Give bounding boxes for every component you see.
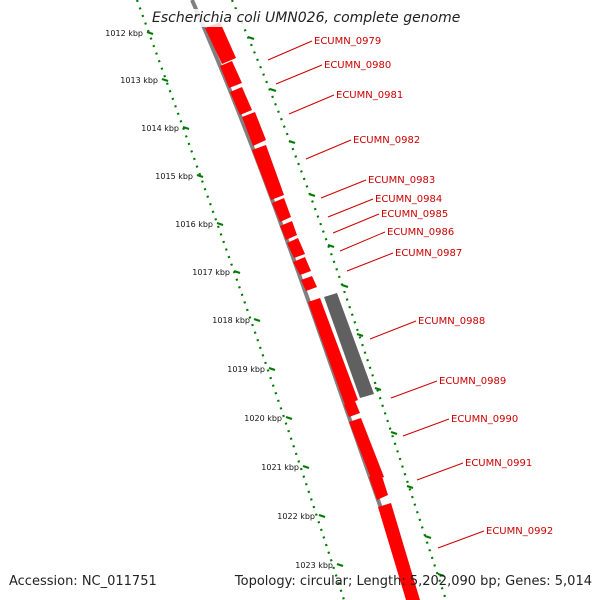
gene-block[interactable] (301, 276, 317, 291)
gene-block[interactable] (344, 401, 360, 417)
outer-major-tick (308, 192, 316, 198)
accession-text: Accession: NC_011751 (9, 574, 157, 589)
pseudo-gene-block[interactable] (324, 293, 374, 398)
gene-block[interactable] (230, 87, 252, 115)
leader-line (275, 64, 323, 85)
map-title: Escherichia coli UMN026, complete genome (150, 9, 463, 27)
gene-block[interactable] (280, 221, 297, 240)
major-tick (302, 464, 310, 470)
major-tick (196, 173, 204, 179)
outer-major-tick (424, 534, 432, 540)
tick-label: 1018 kbp (212, 316, 250, 325)
gene-label[interactable]: ECUMN_0985 (381, 209, 448, 220)
tick-label: 1023 kbp (295, 561, 333, 570)
gene-label[interactable]: ECUMN_0980 (324, 60, 391, 71)
tick-label: 1016 kbp (175, 220, 213, 229)
major-tick (336, 562, 344, 568)
outer-major-tick (341, 283, 349, 289)
gene-label[interactable]: ECUMN_0986 (387, 227, 454, 238)
gene-label[interactable]: ECUMN_0984 (375, 194, 442, 205)
gene-block[interactable] (369, 473, 388, 500)
major-tick (146, 30, 154, 36)
major-tick (161, 77, 169, 83)
tick-label: 1021 kbp (261, 463, 299, 472)
tick-label: 1012 kbp (105, 29, 143, 38)
gene-block[interactable] (252, 145, 284, 200)
gene-block[interactable] (220, 61, 242, 88)
leader-line (332, 213, 380, 234)
outer-major-tick (288, 139, 296, 145)
outer-major-tick (390, 430, 398, 436)
tick-label: 1017 kbp (192, 268, 230, 277)
tick-label: 1014 kbp (141, 124, 179, 133)
gene-block[interactable] (308, 298, 358, 405)
outer-major-tick (247, 35, 255, 41)
gene-block[interactable] (293, 257, 311, 275)
gene-block[interactable] (349, 418, 384, 481)
gene-block[interactable] (242, 112, 266, 146)
outer-major-tick (327, 243, 335, 249)
outer-major-tick (374, 386, 382, 392)
label-leaders (267, 40, 485, 549)
gene-label[interactable]: ECUMN_0982 (353, 135, 420, 146)
gene-label[interactable]: ECUMN_0983 (368, 175, 435, 186)
gene-block[interactable] (272, 198, 291, 222)
major-tick (268, 366, 276, 372)
major-tick (233, 269, 241, 275)
gene-label[interactable]: ECUMN_0992 (486, 526, 553, 537)
leader-line (267, 40, 313, 61)
major-ticks (146, 30, 344, 568)
tick-label: 1013 kbp (120, 76, 158, 85)
leader-line (320, 179, 367, 199)
major-tick (216, 221, 224, 227)
gene-track (205, 22, 420, 600)
outer-major-tick (437, 572, 445, 578)
gene-labels: ECUMN_0979 ECUMN_0980 ECUMN_0981 ECUMN_0982… (314, 36, 553, 537)
outer-tick-ring (230, 0, 448, 600)
gene-label[interactable]: ECUMN_0989 (439, 376, 506, 387)
outer-major-tick (269, 87, 277, 93)
leader-line (288, 94, 335, 115)
major-tick (285, 415, 293, 421)
gene-label[interactable]: ECUMN_0991 (465, 458, 532, 469)
major-tick (318, 513, 326, 519)
leader-line (437, 530, 485, 549)
outer-major-tick (406, 484, 414, 490)
summary-text: Topology: circular; Length: 5,202,090 bp… (234, 574, 592, 589)
gene-block[interactable] (287, 238, 305, 258)
outer-major-ticks (247, 35, 445, 578)
inner-tick-ring: 1012 kbp 1013 kbp 1014 kbp 1015 kbp 1016 kbp… (105, 0, 346, 600)
leader-line (305, 139, 352, 160)
gene-label[interactable]: ECUMN_0990 (451, 414, 518, 425)
gene-label[interactable]: ECUMN_0981 (336, 90, 403, 101)
gene-label[interactable]: ECUMN_0987 (395, 248, 462, 259)
major-tick (253, 317, 261, 323)
tick-label: 1019 kbp (227, 365, 265, 374)
gene-label[interactable]: ECUMN_0988 (418, 316, 485, 327)
tick-labels: 1012 kbp 1013 kbp 1014 kbp 1015 kbp 1016 kbp… (105, 29, 333, 570)
leader-line (416, 462, 464, 481)
gene-block[interactable] (378, 503, 420, 600)
leader-line (369, 320, 417, 340)
tick-label: 1015 kbp (155, 172, 193, 181)
outer-major-tick (356, 332, 364, 338)
leader-line (402, 418, 450, 437)
tick-label: 1020 kbp (244, 414, 282, 423)
tick-label: 1022 kbp (277, 512, 315, 521)
gene-block[interactable] (205, 22, 236, 64)
leader-line (390, 380, 438, 399)
gene-label[interactable]: ECUMN_0979 (314, 36, 381, 47)
major-tick (182, 125, 190, 131)
leader-line (346, 252, 394, 272)
leader-line (339, 231, 386, 252)
leader-line (327, 198, 374, 218)
